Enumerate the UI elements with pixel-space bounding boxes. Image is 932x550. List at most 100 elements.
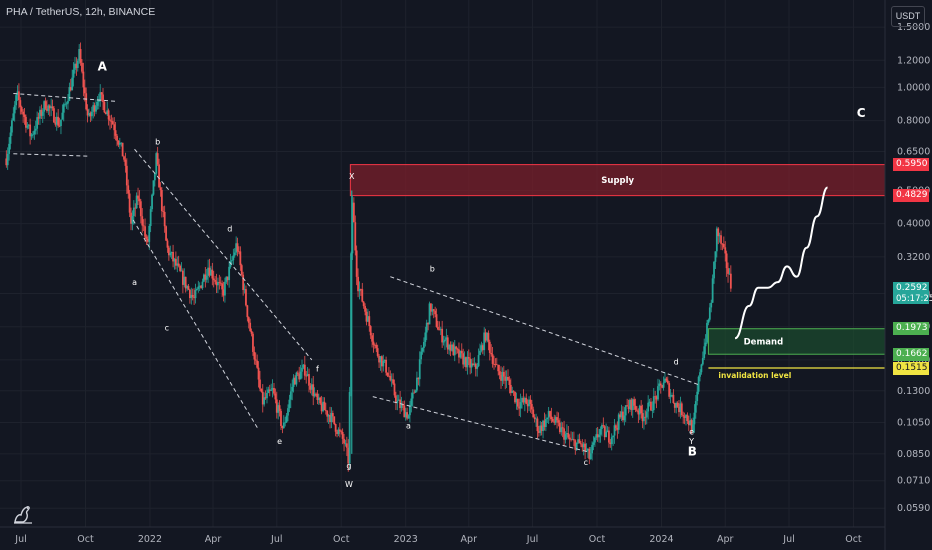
currency-unit-button[interactable]: USDT <box>891 6 925 27</box>
candle-body <box>103 102 106 113</box>
candle-body <box>263 397 266 405</box>
candle-body <box>51 106 54 109</box>
candle-body <box>619 414 622 418</box>
candle-body <box>706 322 708 343</box>
candle-body <box>376 348 379 356</box>
candle-body <box>303 364 306 376</box>
price-axis[interactable]: 1.50001.20001.00000.80000.65000.50000.40… <box>897 22 930 514</box>
price-tag-value: 0.4829 <box>896 190 928 201</box>
candle-body <box>278 405 281 411</box>
candle-body <box>502 371 505 377</box>
candle-body <box>652 396 655 411</box>
candle-body <box>187 286 190 290</box>
time-axis[interactable]: Jul Oct 2022 Apr Jul Oct 2023 Apr Jul Oct 2024 Apr J… <box>14 534 862 545</box>
price-tag: 0.4829 <box>893 189 929 203</box>
candle-body <box>203 274 205 282</box>
candle-body <box>96 101 99 106</box>
candle-body <box>159 187 162 191</box>
grid <box>0 0 885 527</box>
candle-body <box>141 216 144 226</box>
candle-body <box>368 316 371 327</box>
candle-body <box>194 290 197 299</box>
candle-body <box>729 273 732 289</box>
candle-body <box>557 420 560 423</box>
x-tick-label: Apr <box>717 534 734 545</box>
candle-body <box>243 289 246 291</box>
wave-label: d <box>227 224 232 233</box>
candle-body <box>696 391 699 402</box>
price-tag: 0.5950 <box>893 158 929 172</box>
candle-body <box>427 322 430 325</box>
candle-body <box>273 387 275 394</box>
candle-body <box>575 442 578 450</box>
candle-body <box>645 411 648 418</box>
candle-body <box>97 100 100 102</box>
candle-body <box>529 399 532 405</box>
candle-body <box>469 358 472 368</box>
candle-body <box>76 60 79 68</box>
candle-body <box>665 378 668 381</box>
wave-label: c <box>165 323 169 332</box>
candle-body <box>375 344 378 349</box>
candle-body <box>657 386 659 400</box>
x-tick-label: 2022 <box>138 534 162 545</box>
tradingview-logo-icon[interactable] <box>12 502 36 526</box>
wave-label: e <box>277 437 282 446</box>
candle-body <box>275 399 278 413</box>
wave-label: b <box>155 138 160 147</box>
candle-body <box>584 443 586 451</box>
candles <box>5 42 732 472</box>
y-tick-label: 0.0850 <box>897 449 930 460</box>
candle-body <box>458 349 460 358</box>
candle-body <box>396 400 399 403</box>
candle-body <box>578 439 581 444</box>
candle-body <box>484 332 487 341</box>
y-tick-label: 1.5000 <box>897 22 930 33</box>
candle-body <box>561 427 564 429</box>
candle-body <box>574 440 577 450</box>
candle-body <box>191 294 194 297</box>
candle-body <box>470 363 473 368</box>
candle-body <box>130 212 132 224</box>
candle-body <box>313 393 316 397</box>
candle-body <box>490 352 493 355</box>
y-tick-label: 1.2000 <box>897 55 930 66</box>
candle-body <box>519 402 522 409</box>
x-tick-label: Jul <box>782 534 794 545</box>
candle-body <box>348 391 351 464</box>
candle-body <box>249 322 252 331</box>
candle-body <box>163 211 166 227</box>
candle-body <box>533 417 536 419</box>
candle-body <box>352 202 355 223</box>
candle-body <box>235 243 238 253</box>
candle-body <box>708 307 711 320</box>
candle-body <box>601 425 603 430</box>
candle-body <box>228 266 231 281</box>
candle-body <box>690 420 693 433</box>
candle-body <box>675 403 678 408</box>
price-tag-value: 0.5950 <box>896 159 928 170</box>
wave-label: g <box>346 462 351 471</box>
candle-body <box>409 405 411 416</box>
candle-body <box>551 419 554 422</box>
candle-body <box>296 372 299 374</box>
candle-body <box>54 122 57 125</box>
candle-body <box>658 383 661 387</box>
candle-body <box>173 258 176 262</box>
candle-body <box>591 444 594 454</box>
candle-body <box>135 195 138 209</box>
candle-body <box>448 344 451 350</box>
candle-body <box>602 425 605 427</box>
candle-body <box>518 406 521 409</box>
candle-body <box>40 109 43 116</box>
candle-body <box>481 345 484 351</box>
candle-body <box>197 286 200 289</box>
candle-body <box>198 285 201 287</box>
supply-zone-label: Supply <box>601 176 634 186</box>
candle-body <box>336 431 338 434</box>
candle-body <box>389 375 392 381</box>
candle-body <box>701 358 704 365</box>
candle-body <box>605 431 608 438</box>
candle-body <box>167 247 170 256</box>
